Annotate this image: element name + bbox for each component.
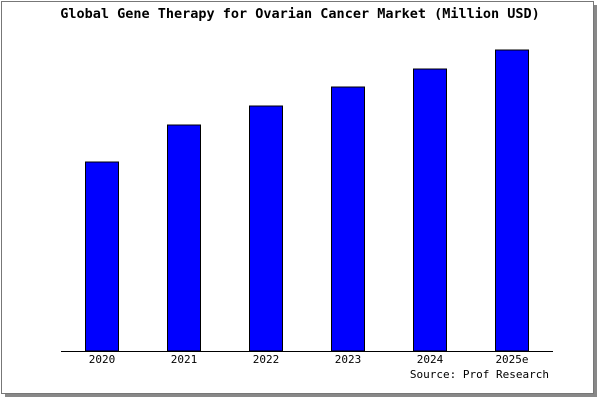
x-tick-label: 2020	[89, 353, 116, 366]
bar	[249, 105, 283, 352]
bar	[495, 49, 529, 352]
x-tick-label: 2021	[171, 353, 198, 366]
x-tick-label: 2023	[335, 353, 362, 366]
bar	[85, 161, 119, 352]
x-tick-label: 2024	[417, 353, 444, 366]
plot-area	[61, 46, 553, 351]
x-tick-label: 2022	[253, 353, 280, 366]
bar	[167, 124, 201, 352]
bar	[331, 86, 365, 352]
chart-title: Global Gene Therapy for Ovarian Cancer M…	[60, 6, 540, 22]
x-tick-label: 2025e	[495, 353, 528, 366]
bar	[413, 68, 447, 352]
source-note: Source: Prof Research	[410, 368, 549, 381]
